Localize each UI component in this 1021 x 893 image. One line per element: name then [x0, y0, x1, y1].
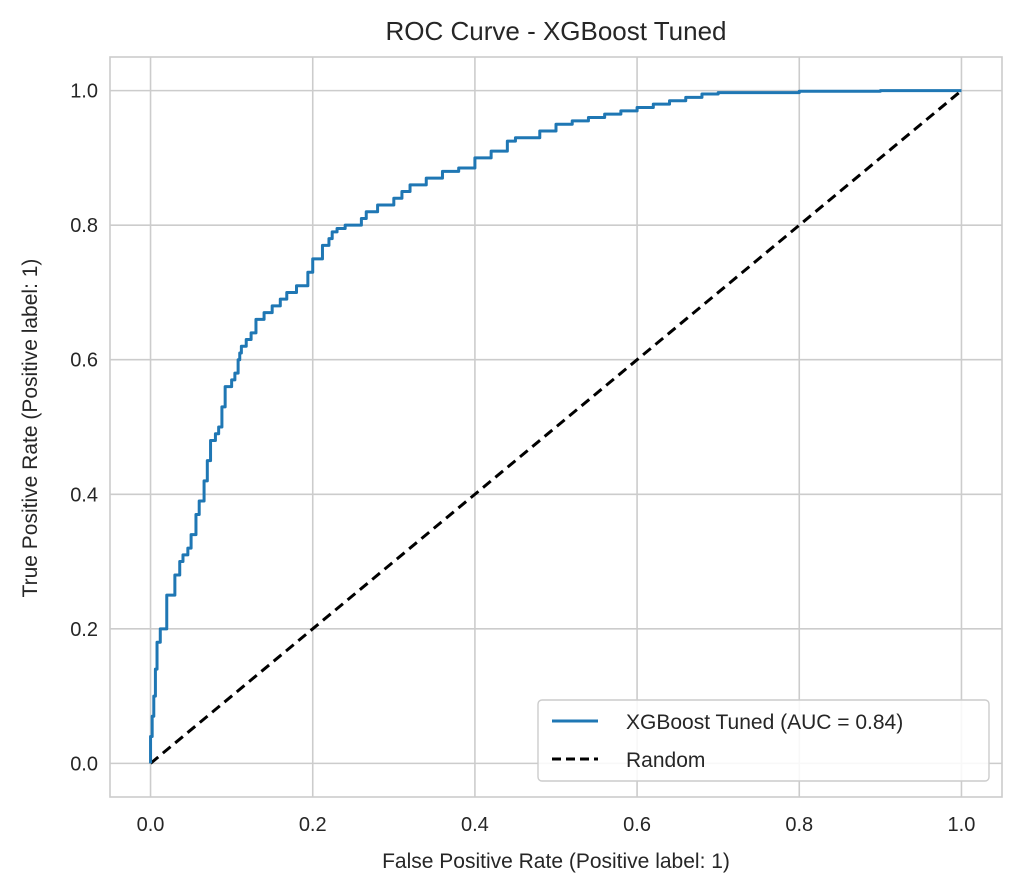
- plot-frame: [109, 56, 1003, 798]
- x-tick-label: 1.0: [948, 814, 976, 836]
- series-line-random: [149, 89, 963, 765]
- x-tick-label: 0.4: [461, 814, 489, 836]
- legend: XGBoost Tuned (AUC = 0.84) Random: [537, 699, 990, 782]
- tick-labels: 0.0 0.2 0.4 0.6 0.8 1.0 0.0 0.2 0.4 0.6 0.8 1.0: [70, 81, 975, 836]
- y-tick-label: 1.0: [70, 81, 98, 103]
- series-layer: [149, 89, 963, 765]
- chart-title: ROC Curve - XGBoost Tuned: [385, 16, 726, 46]
- series-line-xgboost: [149, 89, 962, 764]
- y-tick-label: 0.2: [70, 619, 98, 641]
- y-tick-label: 0.0: [70, 753, 98, 775]
- x-tick-label: 0.8: [785, 814, 813, 836]
- legend-label-xgboost: XGBoost Tuned (AUC = 0.84): [626, 711, 903, 734]
- x-tick-label: 0.0: [137, 814, 165, 836]
- y-axis-label: True Positive Rate (Positive label: 1): [19, 259, 42, 598]
- grid: [110, 57, 1002, 797]
- x-tick-label: 0.2: [299, 814, 327, 836]
- y-tick-label: 0.4: [70, 484, 98, 506]
- x-tick-label: 0.6: [623, 814, 651, 836]
- legend-box: [537, 699, 990, 782]
- x-axis-label: False Positive Rate (Positive label: 1): [382, 850, 730, 873]
- y-tick-label: 0.8: [70, 215, 98, 237]
- y-tick-label: 0.6: [70, 350, 98, 372]
- legend-label-random: Random: [626, 749, 705, 772]
